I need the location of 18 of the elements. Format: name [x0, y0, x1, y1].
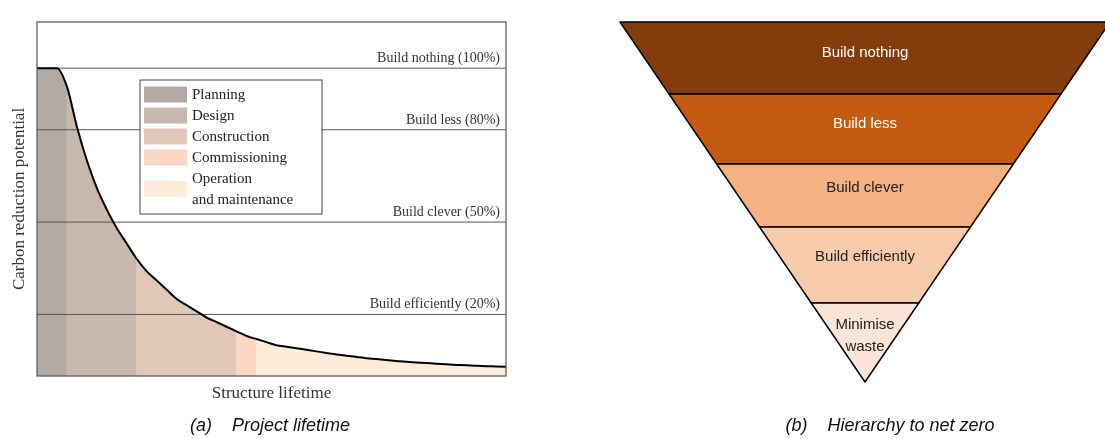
- legend-label: Operation and maintenance: [192, 170, 294, 207]
- text: (b) Hierarchy to net zero: [785, 415, 995, 435]
- ref-line-label: Build clever (50%): [392, 204, 501, 221]
- category-label: Build clever: [826, 178, 904, 196]
- category-label: Build efficiently: [815, 247, 916, 265]
- y-axis-title: Carbon reduction potential: [9, 107, 28, 291]
- text: (a) Project lifetime: [189, 415, 351, 435]
- legend-label: Construction: [192, 128, 270, 144]
- ref-line-label: Build nothing (100%): [377, 50, 501, 67]
- ref-line-label: Build less (80%): [405, 111, 501, 128]
- category-label: Minimise waste: [835, 315, 895, 354]
- x-axis-title: Structure lifetime: [211, 383, 332, 402]
- legend-label: Commissioning: [192, 149, 288, 165]
- legend-label: Planning: [192, 86, 246, 102]
- ref-line-label: Build efficiently (20%): [369, 296, 501, 313]
- category-label: Build less: [832, 113, 898, 131]
- category-label: Build nothing: [821, 42, 909, 60]
- legend-label: Design: [192, 107, 235, 123]
